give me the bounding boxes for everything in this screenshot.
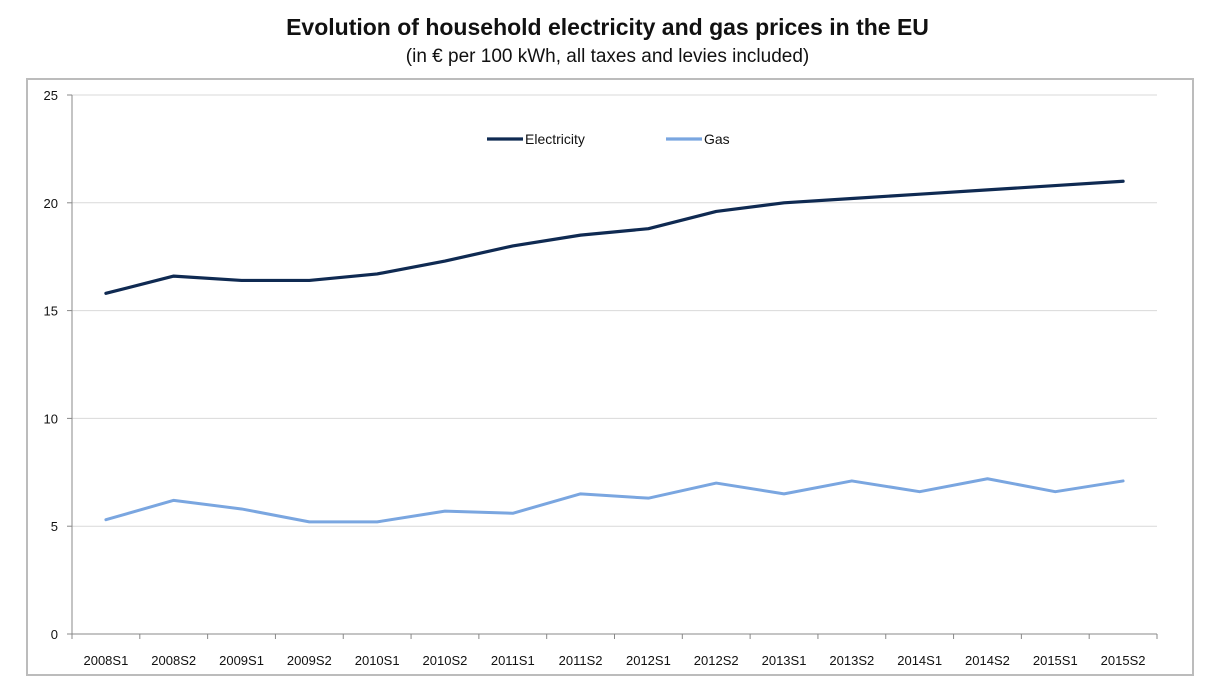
- chart-frame: [26, 78, 1194, 676]
- x-tick-label: 2009S2: [287, 653, 332, 668]
- x-tick-label: 2015S2: [1101, 653, 1146, 668]
- y-tick-label: 20: [44, 196, 58, 211]
- x-tick-label: 2010S1: [355, 653, 400, 668]
- series-lines: [104, 179, 1125, 524]
- y-tick-label: 25: [44, 88, 58, 103]
- x-tick-label: 2012S2: [694, 653, 739, 668]
- y-tick-label: 0: [51, 627, 58, 642]
- legend-label-gas: Gas: [704, 131, 730, 147]
- series-line-gas: [104, 477, 1125, 524]
- gridlines: [72, 94, 1157, 527]
- x-axis-ticks: 2008S1 2008S2 2009S1 2009S2 2010S1 2010S2 2011…: [71, 634, 1158, 668]
- y-tick-label: 15: [44, 304, 58, 319]
- legend: Electricity Gas: [487, 131, 730, 147]
- y-tick-label: 10: [44, 411, 58, 426]
- x-tick-label: 2014S2: [965, 653, 1010, 668]
- x-tick-label: 2014S1: [897, 653, 942, 668]
- x-tick-label: 2012S1: [626, 653, 671, 668]
- legend-label-electricity: Electricity: [525, 131, 585, 147]
- x-tick-label: 2010S2: [423, 653, 468, 668]
- chart-title: Evolution of household electricity and g…: [286, 14, 929, 40]
- x-tick-label: 2013S1: [762, 653, 807, 668]
- y-axis-ticks: 0 5 10 15 20 25: [44, 88, 72, 642]
- y-tick-label: 5: [51, 519, 58, 534]
- x-tick-label: 2009S1: [219, 653, 264, 668]
- x-tick-label: 2015S1: [1033, 653, 1078, 668]
- x-tick-label: 2008S2: [151, 653, 196, 668]
- x-tick-label: 2011S1: [491, 653, 535, 668]
- series-line-electricity: [104, 179, 1125, 295]
- x-tick-label: 2011S2: [559, 653, 603, 668]
- x-tick-label: 2013S2: [829, 653, 874, 668]
- axes: [71, 95, 1157, 635]
- chart-subtitle: (in € per 100 kWh, all taxes and levies …: [405, 46, 810, 67]
- x-tick-label: 2008S1: [83, 653, 128, 668]
